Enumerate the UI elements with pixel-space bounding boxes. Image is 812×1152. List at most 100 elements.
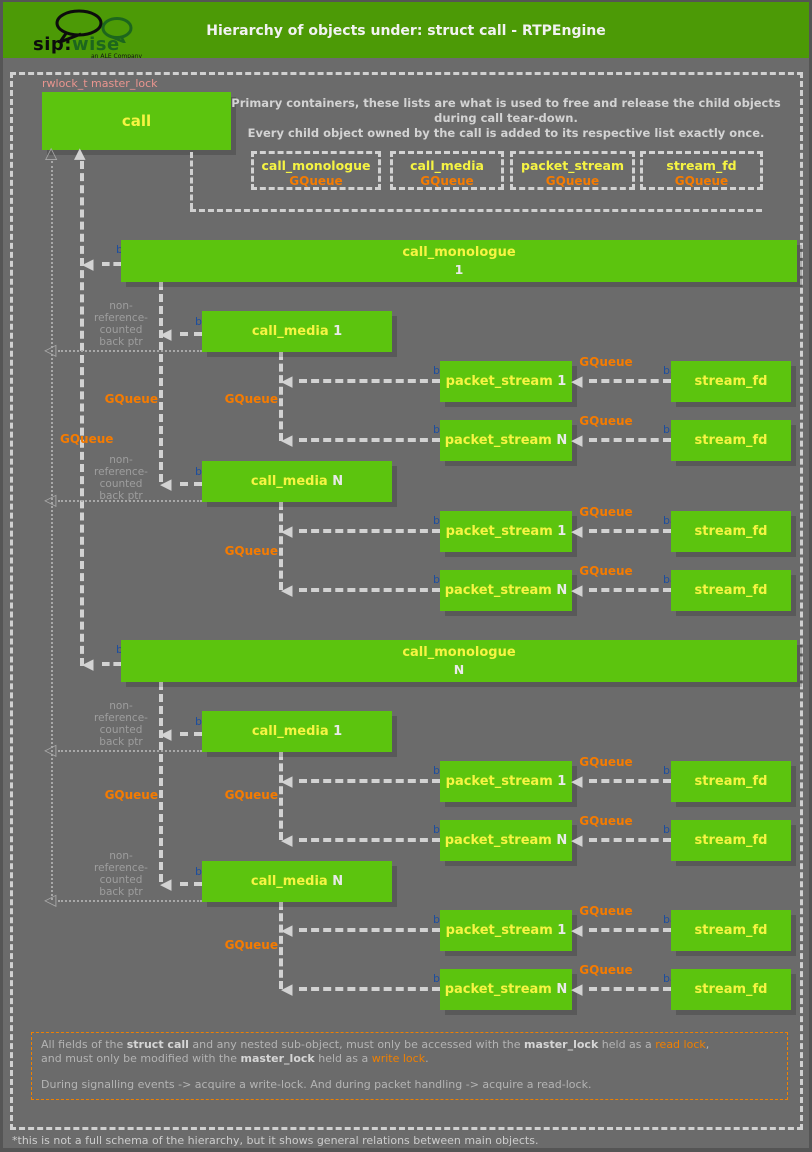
box-index: 1	[557, 774, 567, 789]
nonref-caption: non- reference- counted back ptr	[80, 850, 162, 898]
gqueue-label: GQueue	[579, 355, 633, 369]
packet-stream-box: packet_stream N	[440, 969, 572, 1010]
nonref-stub	[58, 500, 202, 502]
stream-fd-box: stream_fd	[671, 420, 791, 461]
arrowhead-left-icon	[281, 833, 293, 848]
note-text-orange: write lock	[371, 1052, 426, 1065]
backptr-arrow	[299, 779, 440, 783]
nonref-line: non-	[109, 850, 133, 862]
arrowhead-left-outline-icon	[44, 742, 56, 758]
arrowhead-left-icon	[571, 774, 583, 789]
gqueue-line-monologue1	[159, 282, 163, 482]
nonref-line: reference-	[94, 712, 148, 724]
gqueue-line-media	[279, 752, 283, 840]
note-line-1: Primary containers, these lists are what…	[231, 96, 781, 110]
stream-fd-box: stream_fd	[671, 969, 791, 1010]
box-title: call_media	[250, 874, 328, 889]
connector-line	[190, 152, 193, 209]
arrowhead-left-outline-icon	[44, 492, 56, 508]
nonref-line: non-	[109, 300, 133, 312]
arrowhead-left-outline-icon	[44, 892, 56, 908]
backptr-stub	[180, 882, 202, 886]
gqueue-label: GQueue	[104, 392, 158, 406]
gqueue-label: GQueue	[224, 788, 278, 802]
gqueue-line-media	[279, 902, 283, 989]
box-title: packet_stream	[445, 374, 553, 389]
gqueue-line-media	[279, 352, 283, 441]
arrowhead-left-icon	[571, 833, 583, 848]
container-name: call_monologue	[261, 158, 371, 173]
packet-stream-box: packet_stream N	[440, 820, 572, 861]
nonref-caption: non- reference- counted back ptr	[80, 700, 162, 748]
logo-tagline: an ALE Company	[91, 53, 143, 60]
gqueue-arrow	[589, 588, 671, 592]
box-index: 1	[557, 524, 567, 539]
nonref-line: counted	[99, 478, 143, 490]
nonref-line: non-	[109, 700, 133, 712]
nonref-line: back ptr	[99, 490, 143, 502]
arrowhead-left-icon	[281, 524, 293, 539]
packet-stream-box: packet_stream N	[440, 570, 572, 611]
nonref-line: back ptr	[99, 336, 143, 348]
gqueue-arrow	[589, 779, 671, 783]
arrowhead-up-icon	[74, 146, 86, 161]
gqueue-label: GQueue	[579, 963, 633, 977]
arrowhead-up-outline-icon	[45, 145, 57, 161]
arrowhead-left-outline-icon	[44, 342, 56, 358]
call-monologue-box: call_monologue 1	[121, 240, 797, 282]
box-index: N	[332, 474, 344, 489]
box-index: N	[332, 874, 344, 889]
box-title: packet_stream	[444, 433, 552, 448]
backptr-arrow	[299, 438, 440, 442]
note-line-2: during call tear-down.	[434, 111, 578, 125]
arrowhead-left-icon	[281, 923, 293, 938]
arrowhead-left-icon	[160, 727, 172, 742]
bottom-disclaimer: *this is not a full schema of the hierar…	[12, 1134, 539, 1147]
nonref-stub	[58, 350, 202, 352]
call-media-box: call_media N	[202, 861, 392, 902]
note-text: All fields of the	[41, 1038, 127, 1051]
arrowhead-left-icon	[160, 877, 172, 892]
arrowhead-left-icon	[281, 583, 293, 598]
box-index: N	[556, 833, 568, 848]
container-call-media: call_media GQueue	[390, 151, 504, 190]
locking-note-box	[31, 1032, 788, 1100]
box-index: 1	[333, 724, 343, 739]
gqueue-label: GQueue	[104, 788, 158, 802]
container-name: stream_fd	[666, 158, 737, 173]
gqueue-arrow	[589, 529, 671, 533]
arrowhead-left-icon	[281, 433, 293, 448]
gqueue-line-call	[80, 161, 84, 666]
packet-stream-box: packet_stream 1	[440, 910, 572, 951]
backptr-arrow	[299, 987, 440, 991]
box-title: packet_stream	[445, 923, 553, 938]
gqueue-label: GQueue	[224, 544, 278, 558]
call-media-box: call_media 1	[202, 711, 392, 752]
gqueue-label: GQueue	[579, 904, 633, 918]
container-call-monologue: call_monologue GQueue	[251, 151, 381, 190]
backptr-stub	[180, 732, 202, 736]
container-packet-stream: packet_stream GQueue	[510, 151, 635, 190]
backptr-stub	[102, 662, 121, 666]
backptr-arrow	[299, 838, 440, 842]
packet-stream-box: packet_stream 1	[440, 511, 572, 552]
arrowhead-left-icon	[571, 374, 583, 389]
nonref-line: reference-	[94, 862, 148, 874]
note-text: held as a	[598, 1038, 656, 1051]
logo-sip-text: sip:	[33, 34, 72, 55]
box-index: N	[556, 433, 568, 448]
nonref-line: back ptr	[99, 886, 143, 898]
backptr-stub	[180, 332, 202, 336]
backptr-stub	[102, 262, 121, 266]
arrowhead-left-icon	[571, 524, 583, 539]
box-title: call_monologue	[402, 645, 516, 660]
call-monologue-box: call_monologue N	[121, 640, 797, 682]
container-stream-fd: stream_fd GQueue	[640, 151, 763, 190]
gqueue-line-media	[279, 502, 283, 590]
note-text: ,	[705, 1038, 710, 1051]
backptr-arrow	[299, 379, 440, 383]
box-title: packet_stream	[444, 982, 552, 997]
stream-fd-box: stream_fd	[671, 511, 791, 552]
nonref-line: reference-	[94, 312, 148, 324]
